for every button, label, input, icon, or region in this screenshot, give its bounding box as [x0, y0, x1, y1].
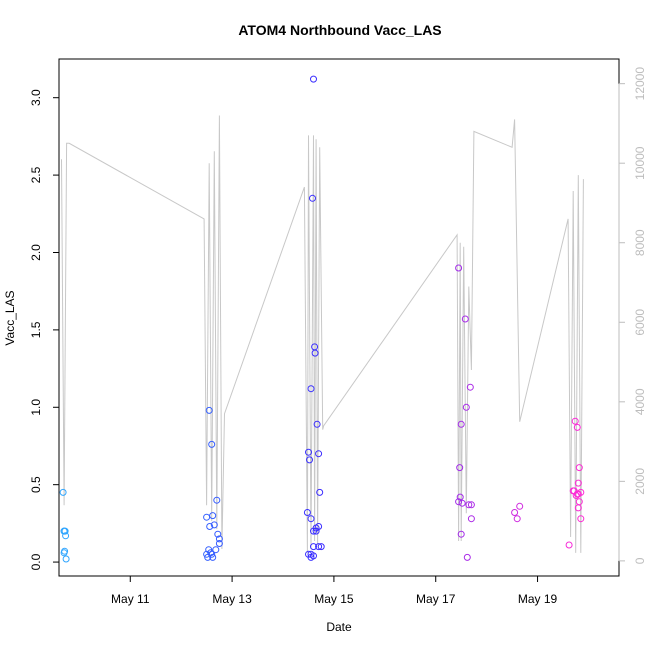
left-tick-label: 3.0 [29, 89, 43, 106]
right-axis: 0 2000 4000 6000 8000 10000 12000 [618, 67, 647, 564]
data-point [455, 498, 463, 506]
x-tick-label: May 19 [518, 592, 558, 606]
data-point [467, 501, 475, 509]
data-point [60, 549, 68, 557]
data-point [513, 515, 521, 523]
data-point [315, 543, 323, 551]
secondary-series-line [61, 115, 584, 553]
data-point [205, 406, 213, 414]
data-point [467, 515, 475, 523]
data-point [210, 521, 218, 529]
data-point [62, 532, 70, 540]
left-tick-label: 1.0 [29, 399, 43, 416]
data-point [574, 479, 582, 487]
right-tick-label: 6000 [633, 309, 647, 336]
data-point [313, 420, 321, 428]
x-tick-label: May 13 [212, 592, 252, 606]
data-point [457, 420, 465, 428]
chart-title: ATOM4 Northbound Vacc_LAS [238, 22, 441, 38]
x-tick-label: May 11 [111, 592, 150, 606]
left-tick-label: 0.5 [29, 476, 43, 493]
data-point [573, 423, 581, 431]
data-point [208, 550, 216, 558]
data-point [307, 385, 315, 393]
x-axis-label: Date [326, 620, 352, 634]
data-point [303, 509, 311, 516]
data-point [311, 349, 319, 357]
data-point [455, 264, 463, 272]
x-tick-label: May 15 [314, 592, 354, 606]
x-tick-label: May 17 [416, 592, 456, 606]
data-point [456, 493, 464, 501]
data-point [207, 549, 215, 557]
data-point [306, 456, 313, 464]
data-point [574, 490, 582, 498]
data-point [466, 383, 474, 391]
points-layer [59, 75, 585, 563]
data-point [462, 403, 470, 411]
y-axis-label: Vacc_LAS [3, 290, 17, 345]
data-point [317, 543, 325, 551]
data-point [310, 543, 317, 551]
data-point [209, 512, 217, 520]
data-point [575, 464, 583, 472]
data-point [310, 527, 317, 535]
data-point [215, 540, 223, 547]
data-point [457, 530, 465, 538]
data-point [212, 546, 220, 554]
right-tick-label: 8000 [633, 229, 647, 256]
data-point [309, 194, 316, 202]
data-point [60, 527, 68, 535]
data-point [461, 315, 469, 323]
data-point [463, 553, 471, 561]
left-tick-label: 1.5 [29, 321, 43, 338]
data-point [516, 502, 524, 510]
right-tick-label: 4000 [633, 388, 647, 415]
left-tick-label: 2.5 [29, 166, 43, 183]
left-axis: 0.0 0.5 1.0 1.5 2.0 2.5 3.0 [29, 89, 60, 570]
data-point [62, 555, 70, 563]
data-point [215, 535, 223, 543]
left-tick-label: 0.0 [29, 553, 43, 570]
data-point [456, 464, 464, 472]
x-axis: May 11 May 13 May 15 May 17 May 19 [111, 575, 558, 606]
data-point [305, 448, 312, 456]
right-tick-label: 12000 [633, 67, 647, 101]
data-point [315, 450, 323, 458]
data-point [575, 498, 583, 506]
data-point [208, 440, 216, 448]
secondary-line-layer [61, 115, 584, 553]
data-point [209, 553, 217, 561]
data-point [214, 530, 222, 538]
data-point [315, 523, 323, 530]
data-point [577, 515, 585, 523]
data-point [511, 509, 519, 516]
data-point [571, 417, 579, 425]
data-point [572, 492, 580, 499]
data-point [465, 501, 473, 509]
left-tick-label: 2.0 [29, 244, 43, 261]
right-tick-label: 0 [633, 557, 647, 564]
data-point [565, 541, 573, 549]
data-point [310, 75, 317, 83]
right-tick-label: 10000 [633, 146, 647, 180]
data-point [458, 499, 466, 507]
data-point [316, 488, 324, 496]
data-point [310, 552, 317, 560]
data-point [59, 488, 67, 496]
data-point [307, 515, 315, 523]
right-tick-label: 2000 [633, 468, 647, 495]
data-point [206, 523, 214, 530]
data-point [213, 496, 221, 504]
